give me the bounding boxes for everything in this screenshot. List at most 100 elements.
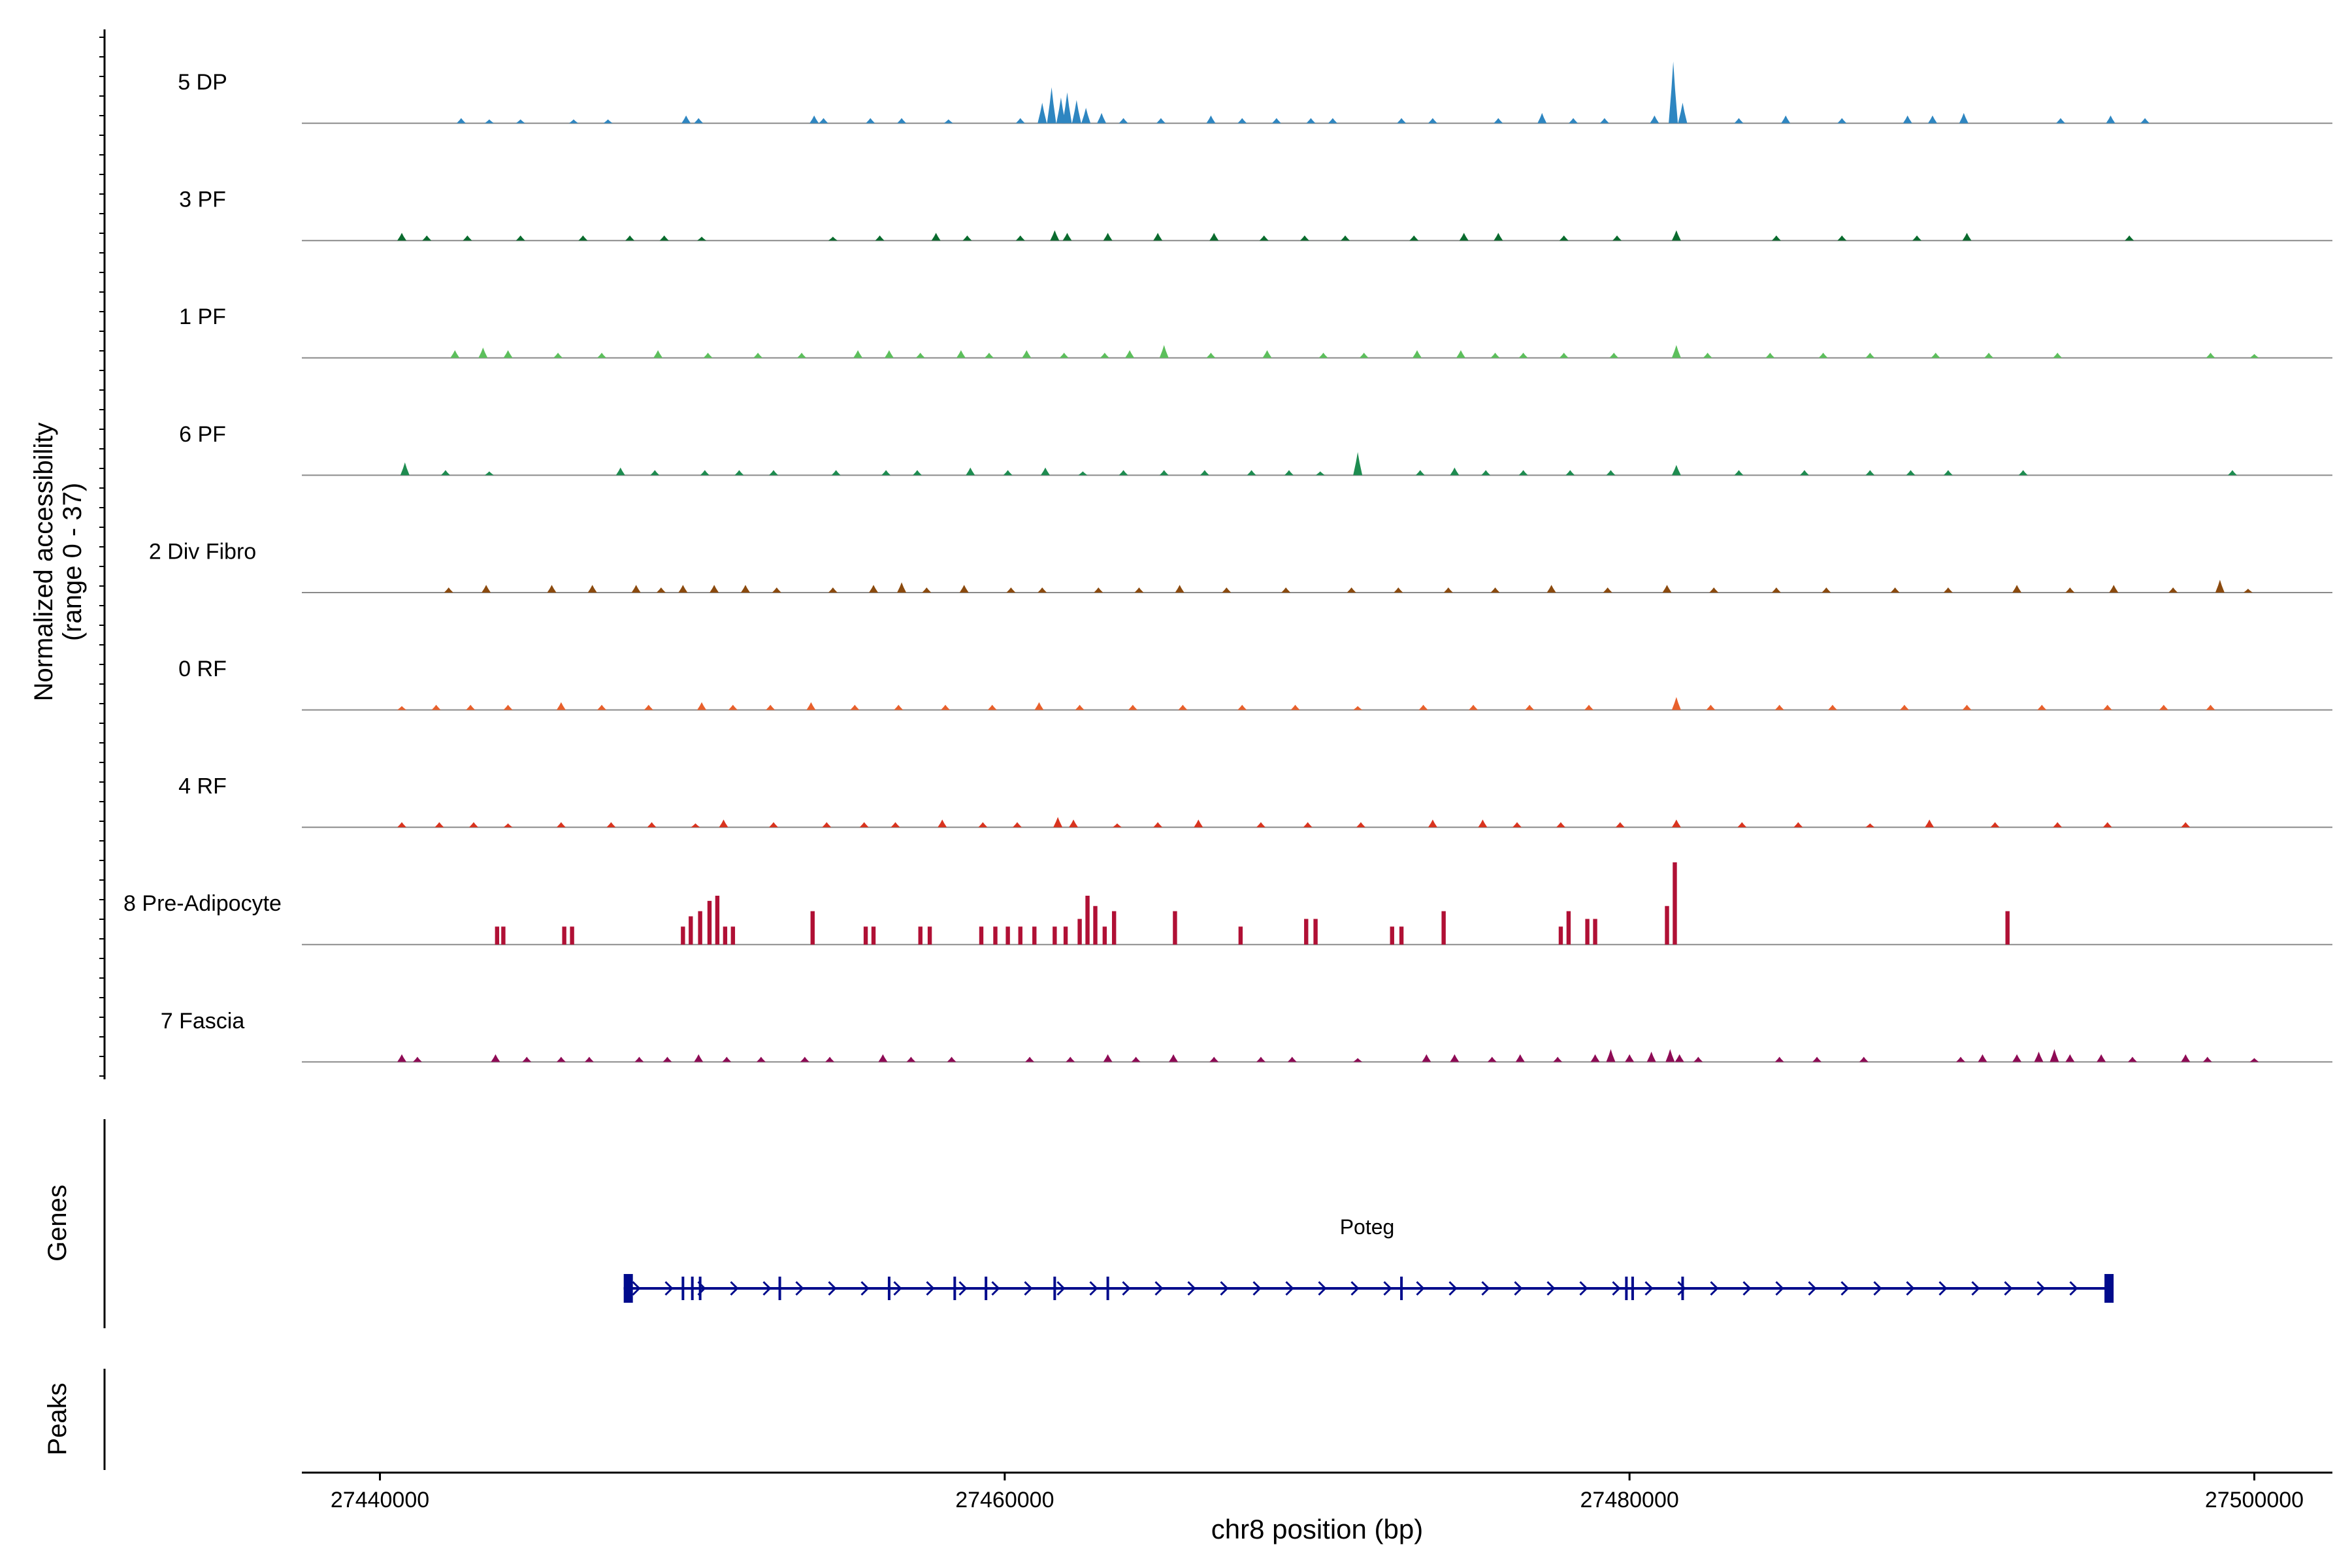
track-label: 7 Fascia [161, 1009, 245, 1034]
coverage-peak [863, 926, 868, 945]
coverage-peak [956, 350, 966, 358]
coverage-peak [1053, 926, 1057, 945]
coverage-peak [1609, 352, 1619, 358]
coverage-peak [495, 926, 500, 945]
coverage-peak [650, 470, 660, 476]
coverage-peak [810, 911, 815, 945]
coverage-peak [1200, 470, 1209, 476]
strand-arrow [1579, 1281, 1588, 1296]
coverage-peak [1774, 1056, 1784, 1062]
coverage-peak [1593, 919, 1597, 945]
strand-arrow [795, 1281, 804, 1296]
coverage-peak [1490, 587, 1500, 593]
coverage-peak [1590, 1054, 1600, 1062]
coverage-peak [397, 233, 407, 241]
coverage-peak [1650, 115, 1659, 123]
coverage-peak [1034, 702, 1044, 710]
coverage-peak [1413, 350, 1422, 358]
coverage-peak [890, 822, 900, 828]
coverage-peak [606, 822, 616, 828]
coverage-peak [1734, 118, 1744, 123]
coverage-peak [1290, 704, 1300, 710]
coverage-peak [1646, 1051, 1656, 1062]
coverage-peak [707, 900, 712, 945]
coverage-peak [1774, 704, 1784, 710]
coverage-peak [1169, 1054, 1179, 1062]
coverage-peak [987, 704, 997, 710]
x-axis-ticks: 27440000 27460000 27480000 27500000 [331, 1473, 2304, 1512]
strand-arrow [1546, 1281, 1556, 1296]
strand-arrow [1775, 1281, 1784, 1296]
coverage-peak [440, 470, 450, 476]
strand-arrow [2069, 1281, 2078, 1296]
coverage-peak [625, 235, 635, 241]
track-3: 6 PF [179, 422, 2332, 476]
coverage-peak [547, 585, 557, 593]
strand-arrow [1024, 1281, 1033, 1296]
coverage-peak [1818, 352, 1828, 358]
strand-arrow [1710, 1281, 1719, 1296]
track-6: 4 RF [178, 774, 2332, 828]
coverage-peak [2243, 589, 2253, 593]
coverage-peak [1032, 926, 1037, 945]
coverage-peak [1247, 470, 1256, 476]
x-tick-label: 27500000 [2205, 1488, 2304, 1512]
coverage-peak [1469, 704, 1478, 710]
coverage-peak [1662, 585, 1672, 593]
coverage-peak [1059, 352, 1069, 358]
coverage-peak [1347, 587, 1356, 593]
coverage-peak [553, 352, 563, 358]
exon [623, 1274, 633, 1303]
coverage-peak [503, 823, 513, 828]
strand-arrow [1938, 1281, 1948, 1296]
coverage-peak [2106, 115, 2115, 123]
coverage-peak [1237, 118, 1247, 123]
coverage-peak [1056, 97, 1066, 123]
coverage-peak [2249, 353, 2259, 358]
coverage-peak [912, 470, 922, 476]
coverage-peak [894, 704, 904, 710]
coverage-peak [715, 896, 720, 945]
strand-arrow [1971, 1281, 1980, 1296]
coverage-peak [1665, 906, 1669, 945]
track-0: 5 DP [178, 61, 2332, 124]
coverage-peak [482, 585, 491, 593]
coverage-peak [959, 585, 969, 593]
strand-arrow [1677, 1281, 1686, 1296]
coverage-peak [1912, 235, 1922, 241]
coverage-peak [766, 704, 776, 710]
exon [1631, 1277, 1634, 1300]
coverage-peak [484, 471, 494, 476]
coverage-peak [587, 585, 597, 593]
coverage-peak [1175, 585, 1184, 593]
coverage-peak [1237, 704, 1247, 710]
coverage-peak [1559, 352, 1569, 358]
exon [1625, 1277, 1628, 1300]
coverage-peak [1518, 352, 1528, 358]
coverage-peak [1341, 235, 1350, 241]
coverage-peak [1418, 704, 1428, 710]
coverage-peak [2034, 1051, 2044, 1062]
coverage-peak [698, 911, 702, 945]
coverage-peak [1328, 118, 1337, 123]
coverage-peak [1515, 1054, 1525, 1062]
coverage-peak [1281, 587, 1291, 593]
coverage-peak [1478, 819, 1488, 828]
coverage-peak [2056, 118, 2066, 123]
coverage-peak [897, 118, 907, 123]
coverage-peak [728, 704, 738, 710]
coverage-peak [1525, 704, 1535, 710]
coverage-peak [940, 704, 950, 710]
coverage-peak [1428, 118, 1437, 123]
coverage-peak [878, 1054, 888, 1062]
coverage-peak [434, 822, 444, 828]
coverage-peak [1494, 118, 1503, 123]
coverage-peak [962, 235, 972, 241]
coverage-peak [884, 350, 894, 358]
coverage-peak [1556, 822, 1565, 828]
coverage-peak [556, 822, 566, 828]
coverage-peak [730, 926, 736, 945]
coverage-peak [631, 585, 641, 593]
coverage-peak [806, 702, 816, 710]
coverage-peak [809, 115, 819, 123]
